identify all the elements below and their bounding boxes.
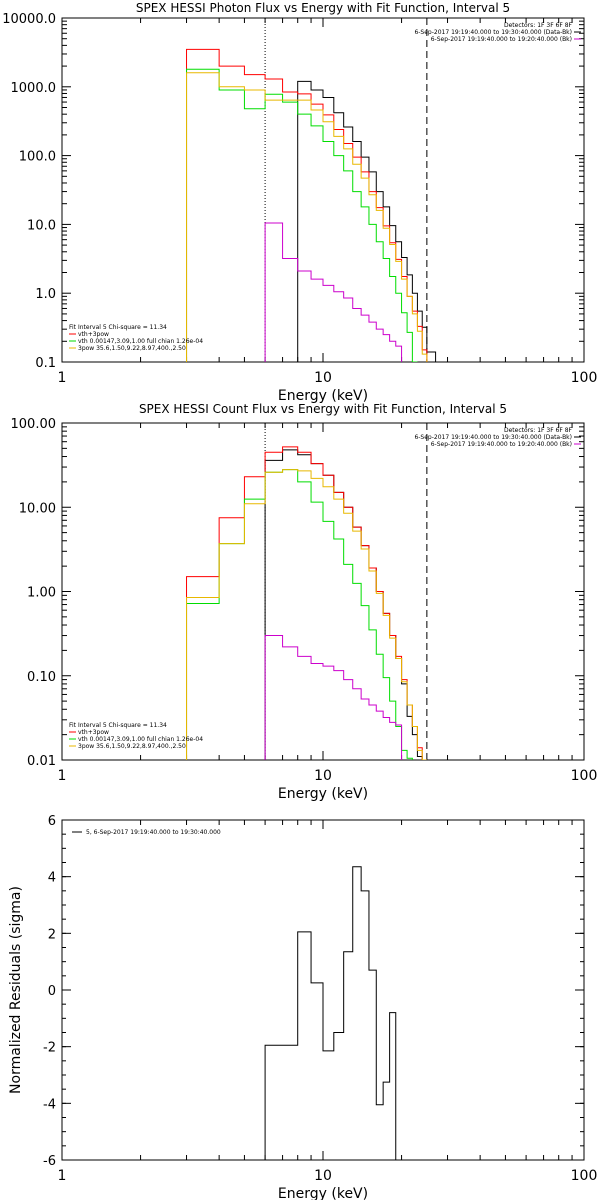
y-tick-label: 10.00 xyxy=(19,501,56,516)
y-tick-label: 10000.0 xyxy=(2,12,56,27)
series-line-3pow xyxy=(186,72,428,362)
info-line: Detectors: 1F 3F 6F 8F xyxy=(504,427,573,434)
panel-1: 1 10 100 0.1 1.0 10.0 100.0 1000.0 10000.0 SPEX H… xyxy=(2,1,597,404)
x-tick-label: 10 xyxy=(314,768,332,784)
info-line: Detectors: 1F 3F 6F 8F xyxy=(504,22,573,29)
x-tick-label: 100 xyxy=(571,370,598,386)
y-tick-label: 6 xyxy=(48,814,56,829)
x-tick-label: 10 xyxy=(314,370,332,386)
panel-3: 1 10 100 -6 -4 -2 0 2 4 6 Energy (keV) Normalized R… xyxy=(8,814,597,1200)
y-tick-label: 2 xyxy=(48,927,56,942)
series-line-vth+3pow xyxy=(186,48,428,362)
x-axis-label: Energy (keV) xyxy=(278,786,368,802)
series-line-5 xyxy=(264,866,397,1160)
legend-line: vth+3pow xyxy=(78,331,109,338)
series-line-vth+3pow xyxy=(186,446,427,760)
panel-2: 1 10 100 0.01 0.10 1.00 10.00 100.00 SPEX HESSI … xyxy=(11,402,598,802)
legend-line: Fit Interval 5 Chi-square = 11.34 xyxy=(69,722,167,729)
info-line: 6-Sep-2017 19:19:40.000 to 19:20:40.000 … xyxy=(431,441,572,448)
legend-line: vth 0.00147,3.09,1.00 full chian 1.26e-0… xyxy=(78,736,203,743)
y-tick-label: 0 xyxy=(48,984,56,999)
legend-line: 5, 6-Sep-2017 19:19:40.000 to 19:30:40.0… xyxy=(86,829,221,836)
legend-line: vth+3pow xyxy=(78,729,109,736)
series-line-bk xyxy=(264,222,403,362)
y-tick-label: -4 xyxy=(43,1097,56,1112)
y-tick-label: 1.0 xyxy=(35,287,56,302)
series-line-databk xyxy=(297,80,437,362)
series-line-3pow xyxy=(186,469,427,760)
x-axis-label: Energy (keV) xyxy=(278,1186,368,1200)
legend-line: Fit Interval 5 Chi-square = 11.34 xyxy=(69,324,167,331)
x-tick-label: 10 xyxy=(314,1168,332,1184)
y-tick-label: -6 xyxy=(43,1154,56,1169)
series-group xyxy=(264,866,397,1160)
y-tick-label: 0.01 xyxy=(27,754,56,769)
y-tick-label: 10.0 xyxy=(27,218,56,233)
x-tick-label: 1 xyxy=(58,370,67,386)
series-line-vth xyxy=(186,469,413,760)
legend-line: vth 0.00147,3.09,1.00 full chian 1.26e-0… xyxy=(78,338,203,345)
series-group xyxy=(186,48,437,362)
y-tick-label: 100.00 xyxy=(11,417,57,432)
info-line: 6-Sep-2017 19:19:40.000 to 19:30:40.000 … xyxy=(414,434,572,441)
x-tick-label: 1 xyxy=(58,1168,67,1184)
plot-frame xyxy=(61,17,585,363)
chart-title: SPEX HESSI Photon Flux vs Energy with Fi… xyxy=(136,1,510,15)
y-tick-label: 1.00 xyxy=(27,586,56,601)
x-tick-label: 1 xyxy=(58,768,67,784)
info-line: 6-Sep-2017 19:19:40.000 to 19:30:40.000 … xyxy=(414,29,572,36)
x-axis-label: Energy (keV) xyxy=(278,388,368,404)
chart-title: SPEX HESSI Count Flux vs Energy with Fit… xyxy=(139,402,507,416)
y-tick-label: 1000.0 xyxy=(11,81,57,96)
x-tick-label: 100 xyxy=(571,1168,598,1184)
legend-line: 3pow 35.6,1.50,9.22,8.97,400.,2.50 xyxy=(78,345,186,352)
y-axis-label: Normalized Residuals (sigma) xyxy=(8,886,24,1094)
y-tick-label: 4 xyxy=(48,871,56,886)
series-line-bk xyxy=(264,635,403,760)
y-tick-label: -2 xyxy=(43,1041,56,1056)
y-tick-label: 0.1 xyxy=(35,356,56,371)
y-tick-label: 0.10 xyxy=(27,670,56,685)
legend-line: 3pow 35.6,1.50,9.22,8.97,400.,2.50 xyxy=(78,743,186,750)
x-tick-label: 100 xyxy=(571,768,598,784)
y-tick-label: 100.0 xyxy=(19,150,56,165)
series-group xyxy=(186,446,427,760)
info-line: 6-Sep-2017 19:19:40.000 to 19:20:40.000 … xyxy=(431,36,572,43)
